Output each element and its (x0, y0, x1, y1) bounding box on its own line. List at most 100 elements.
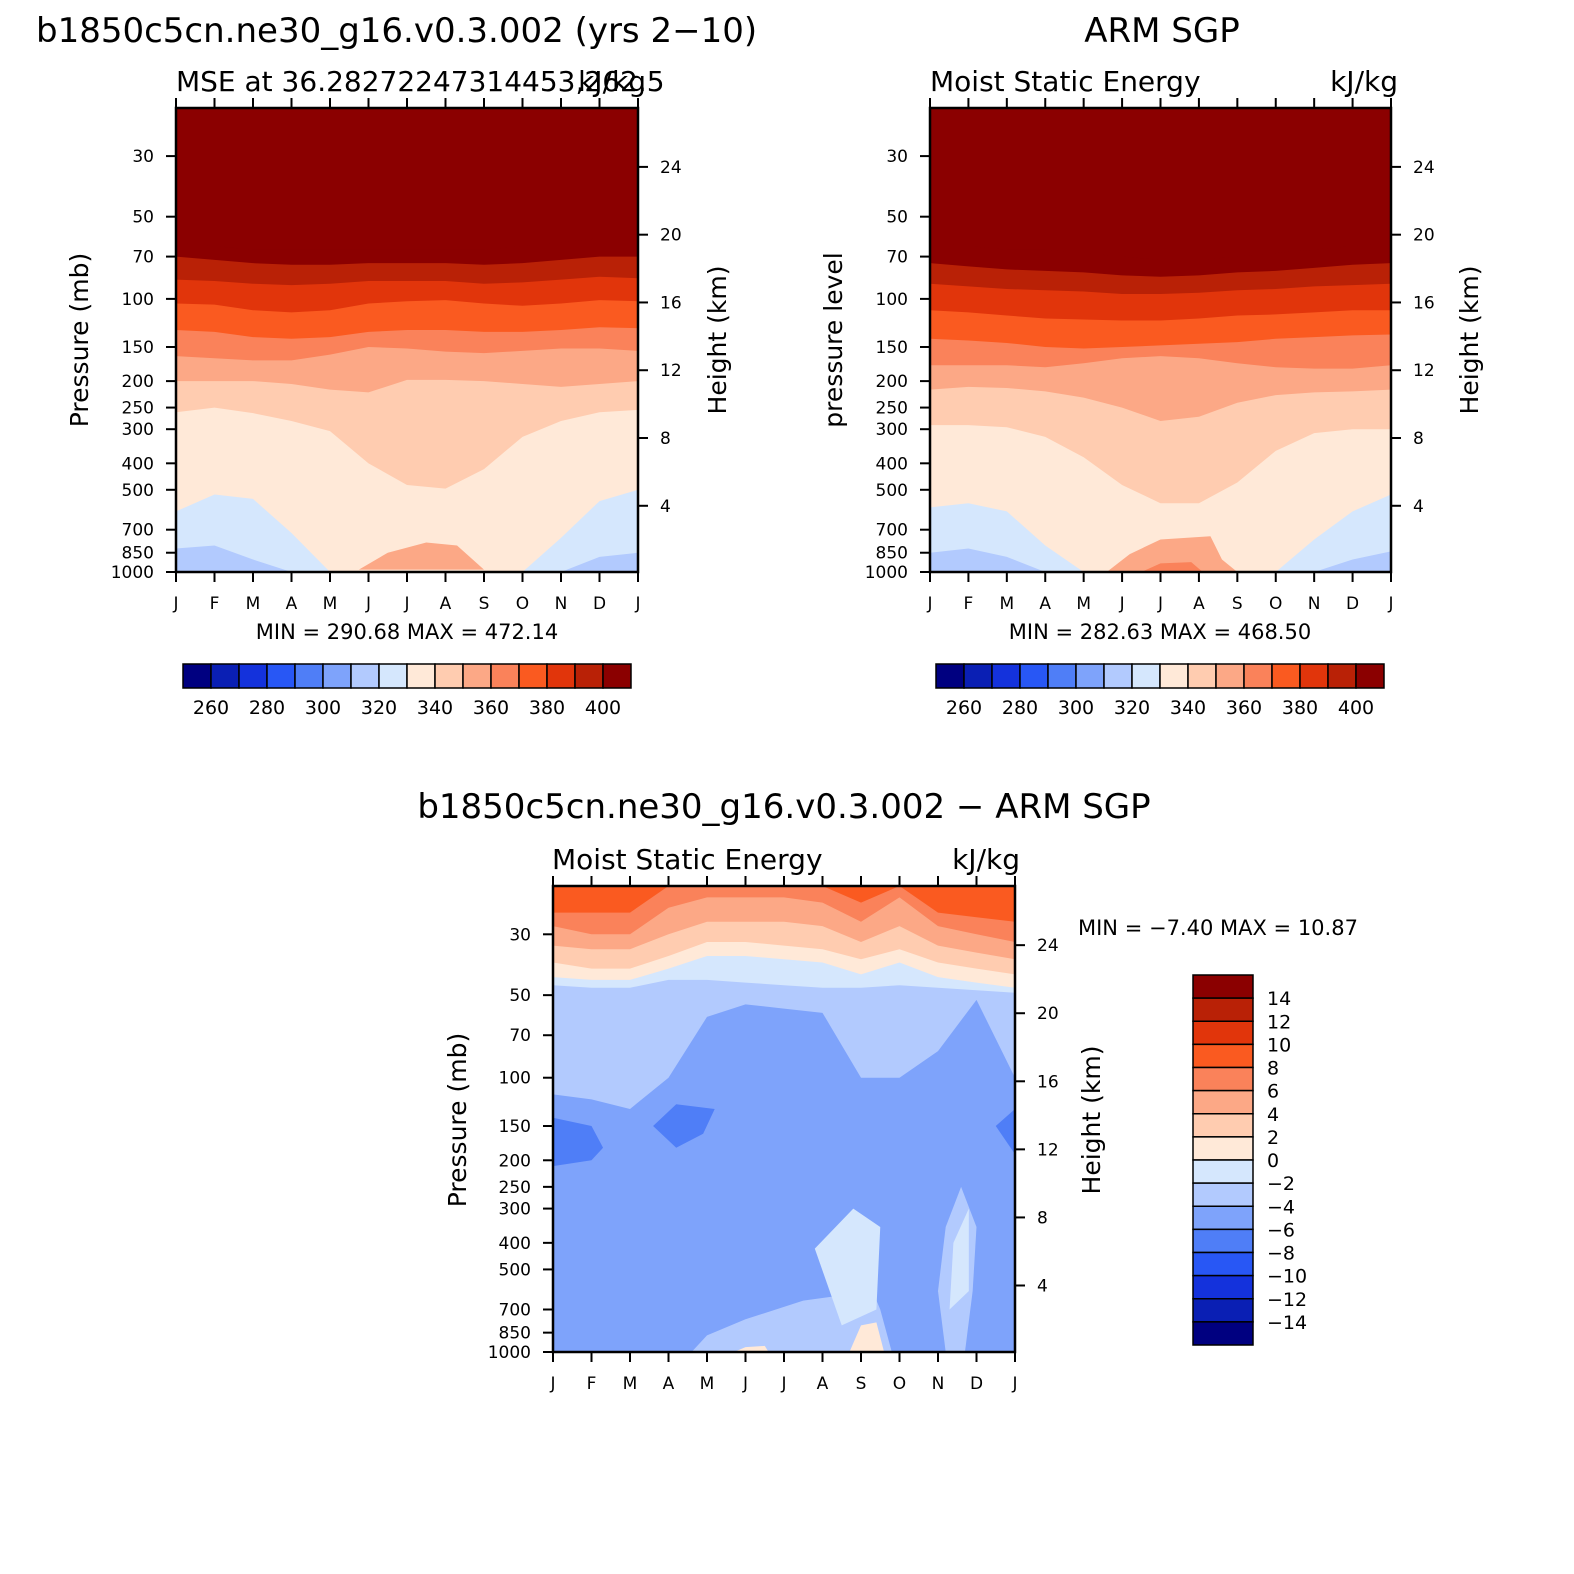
model-colorbar-swatch (322, 663, 352, 689)
diff-xtick-label: F (587, 1374, 597, 1394)
diff-colorbar-swatch (1192, 1136, 1254, 1161)
obs-colorbar-swatch (1019, 663, 1049, 689)
model-colorbar-swatch (518, 663, 548, 689)
panel-diff-plot-area (553, 886, 1015, 1352)
obs-ytick-right-label: 24 (1413, 158, 1435, 178)
obs-ytick-right-label: 12 (1413, 361, 1435, 381)
model-xtick-label: A (286, 594, 298, 614)
diff-colorbar-label: 2 (1267, 1127, 1279, 1149)
diff-xtick-label: S (856, 1374, 867, 1394)
obs-colorbar-label: 260 (946, 697, 982, 719)
diff-ytick-label: 700 (499, 1301, 531, 1321)
obs-colorbar-swatch (1299, 663, 1329, 689)
obs-ytick-right-label: 8 (1413, 429, 1424, 449)
diff-colorbar-swatch (1192, 1113, 1254, 1138)
obs-xtick-label: J (1119, 594, 1125, 614)
model-ytick-right-label: 4 (660, 497, 671, 517)
model-xtick-label: J (172, 594, 178, 614)
diff-ytick-label: 150 (499, 1117, 531, 1137)
diff-ytick-label: 500 (499, 1260, 531, 1280)
diff-fill-patch-5 (814, 1208, 881, 1326)
diff-colorbar-label: 10 (1267, 1034, 1291, 1056)
diff-colorbar-label: 0 (1267, 1150, 1279, 1172)
model-colorbar-swatch (462, 663, 492, 689)
diff-colorbar-swatch (1192, 1043, 1254, 1069)
obs-contour-fills (930, 108, 1391, 572)
obs-fill-band-8 (930, 494, 1391, 572)
model-ytick-right-label: 24 (660, 158, 682, 178)
obs-ytick-right-label: 16 (1413, 293, 1435, 313)
obs-colorbar-swatch (991, 663, 1021, 689)
panel-model-min-max: MIN = 290.68 MAX = 472.14 (256, 620, 558, 644)
model-xtick-label: F (210, 594, 220, 614)
obs-ytick-label: 700 (876, 521, 908, 541)
model-ytick-label: 50 (132, 208, 154, 228)
diff-xtick-label: J (1011, 1374, 1017, 1394)
obs-xtick-label: A (1039, 594, 1051, 614)
obs-colorbar-label: 320 (1114, 697, 1150, 719)
diff-colorbar-label: −8 (1267, 1243, 1295, 1265)
panel-diff-min-max: MIN = −7.40 MAX = 10.87 (1078, 916, 1358, 940)
model-ytick-label: 300 (122, 420, 154, 440)
obs-colorbar-swatch (1215, 663, 1245, 689)
model-xtick-label: A (440, 594, 452, 614)
obs-fill-band-7 (930, 425, 1391, 572)
diff-colorbar-label: −2 (1267, 1173, 1295, 1195)
obs-colorbar-swatch (1159, 663, 1189, 689)
obs-colorbar-swatch (1047, 663, 1077, 689)
diff-colorbar-label: −14 (1267, 1312, 1307, 1334)
obs-colorbar-label: 360 (1226, 697, 1262, 719)
panel-diff: b1850c5cn.ne30_g16.v0.3.002 − ARM SGP Mo… (417, 787, 1358, 1394)
panel-obs-plot-area (930, 108, 1391, 572)
obs-ytick-label: 1000 (865, 563, 908, 583)
model-xtick-label: O (516, 594, 529, 614)
model-ytick-label: 1000 (111, 563, 154, 583)
diff-fill-patch-0 (553, 1117, 604, 1167)
panel-obs-ylabel: pressure level (819, 252, 848, 427)
diff-ytick-label: 30 (509, 925, 531, 945)
model-fill-band-7 (176, 407, 638, 572)
diff-colorbar-label: 14 (1267, 988, 1291, 1010)
diff-contour-fills (553, 886, 1015, 1352)
panel-model-units: kJ/kg (578, 65, 646, 98)
obs-ytick-right-label: 4 (1413, 497, 1424, 517)
obs-ytick-label: 250 (876, 399, 908, 419)
panel-model-colorbar: 260 280 300 320 340 360 380 400 (182, 663, 632, 719)
diff-xtick-label: A (663, 1374, 675, 1394)
diff-colorbar-swatch (1192, 1298, 1254, 1323)
model-ytick-label: 150 (122, 338, 154, 358)
model-xtick-label: S (479, 594, 490, 614)
obs-ytick-label: 200 (876, 372, 908, 392)
obs-colorbar-swatch (1243, 663, 1273, 689)
obs-ytick-label: 400 (876, 454, 908, 474)
obs-xtick-label: S (1232, 594, 1243, 614)
model-colorbar-label: 380 (529, 697, 565, 719)
obs-colorbar-swatch (1103, 663, 1133, 689)
obs-colorbar-swatch (1187, 663, 1217, 689)
diff-ytick-label: 1000 (488, 1343, 531, 1363)
diff-xtick-label: M (623, 1374, 638, 1394)
diff-colorbar-swatch (1192, 1205, 1254, 1231)
panel-diff-title: b1850c5cn.ne30_g16.v0.3.002 − ARM SGP (417, 787, 1150, 827)
diff-colorbar-swatch (1192, 1089, 1254, 1115)
obs-xtick-label: D (1346, 594, 1359, 614)
model-ytick-right-label: 20 (660, 226, 682, 246)
diff-ytick-right-label: 8 (1037, 1208, 1048, 1228)
diff-xtick-label: O (893, 1374, 906, 1394)
obs-xtick-label: O (1269, 594, 1282, 614)
model-ytick-label: 400 (122, 454, 154, 474)
diff-ytick-label: 50 (509, 986, 531, 1006)
obs-ytick-label: 70 (886, 248, 908, 268)
diff-colorbar-swatch (1192, 997, 1254, 1022)
model-colorbar-swatch (574, 663, 604, 689)
obs-colorbar-label: 400 (1338, 697, 1374, 719)
diff-xtick-label: M (700, 1374, 715, 1394)
model-ytick-right-label: 8 (660, 429, 671, 449)
diff-fill-patch-8 (733, 1345, 769, 1352)
model-colorbar-label: 340 (417, 697, 453, 719)
model-colorbar-swatch (546, 663, 576, 689)
panel-obs-ylabel-right: Height (km) (1455, 266, 1484, 415)
obs-colorbar-swatch (1271, 663, 1301, 689)
diff-colorbar-swatch (1192, 974, 1254, 999)
